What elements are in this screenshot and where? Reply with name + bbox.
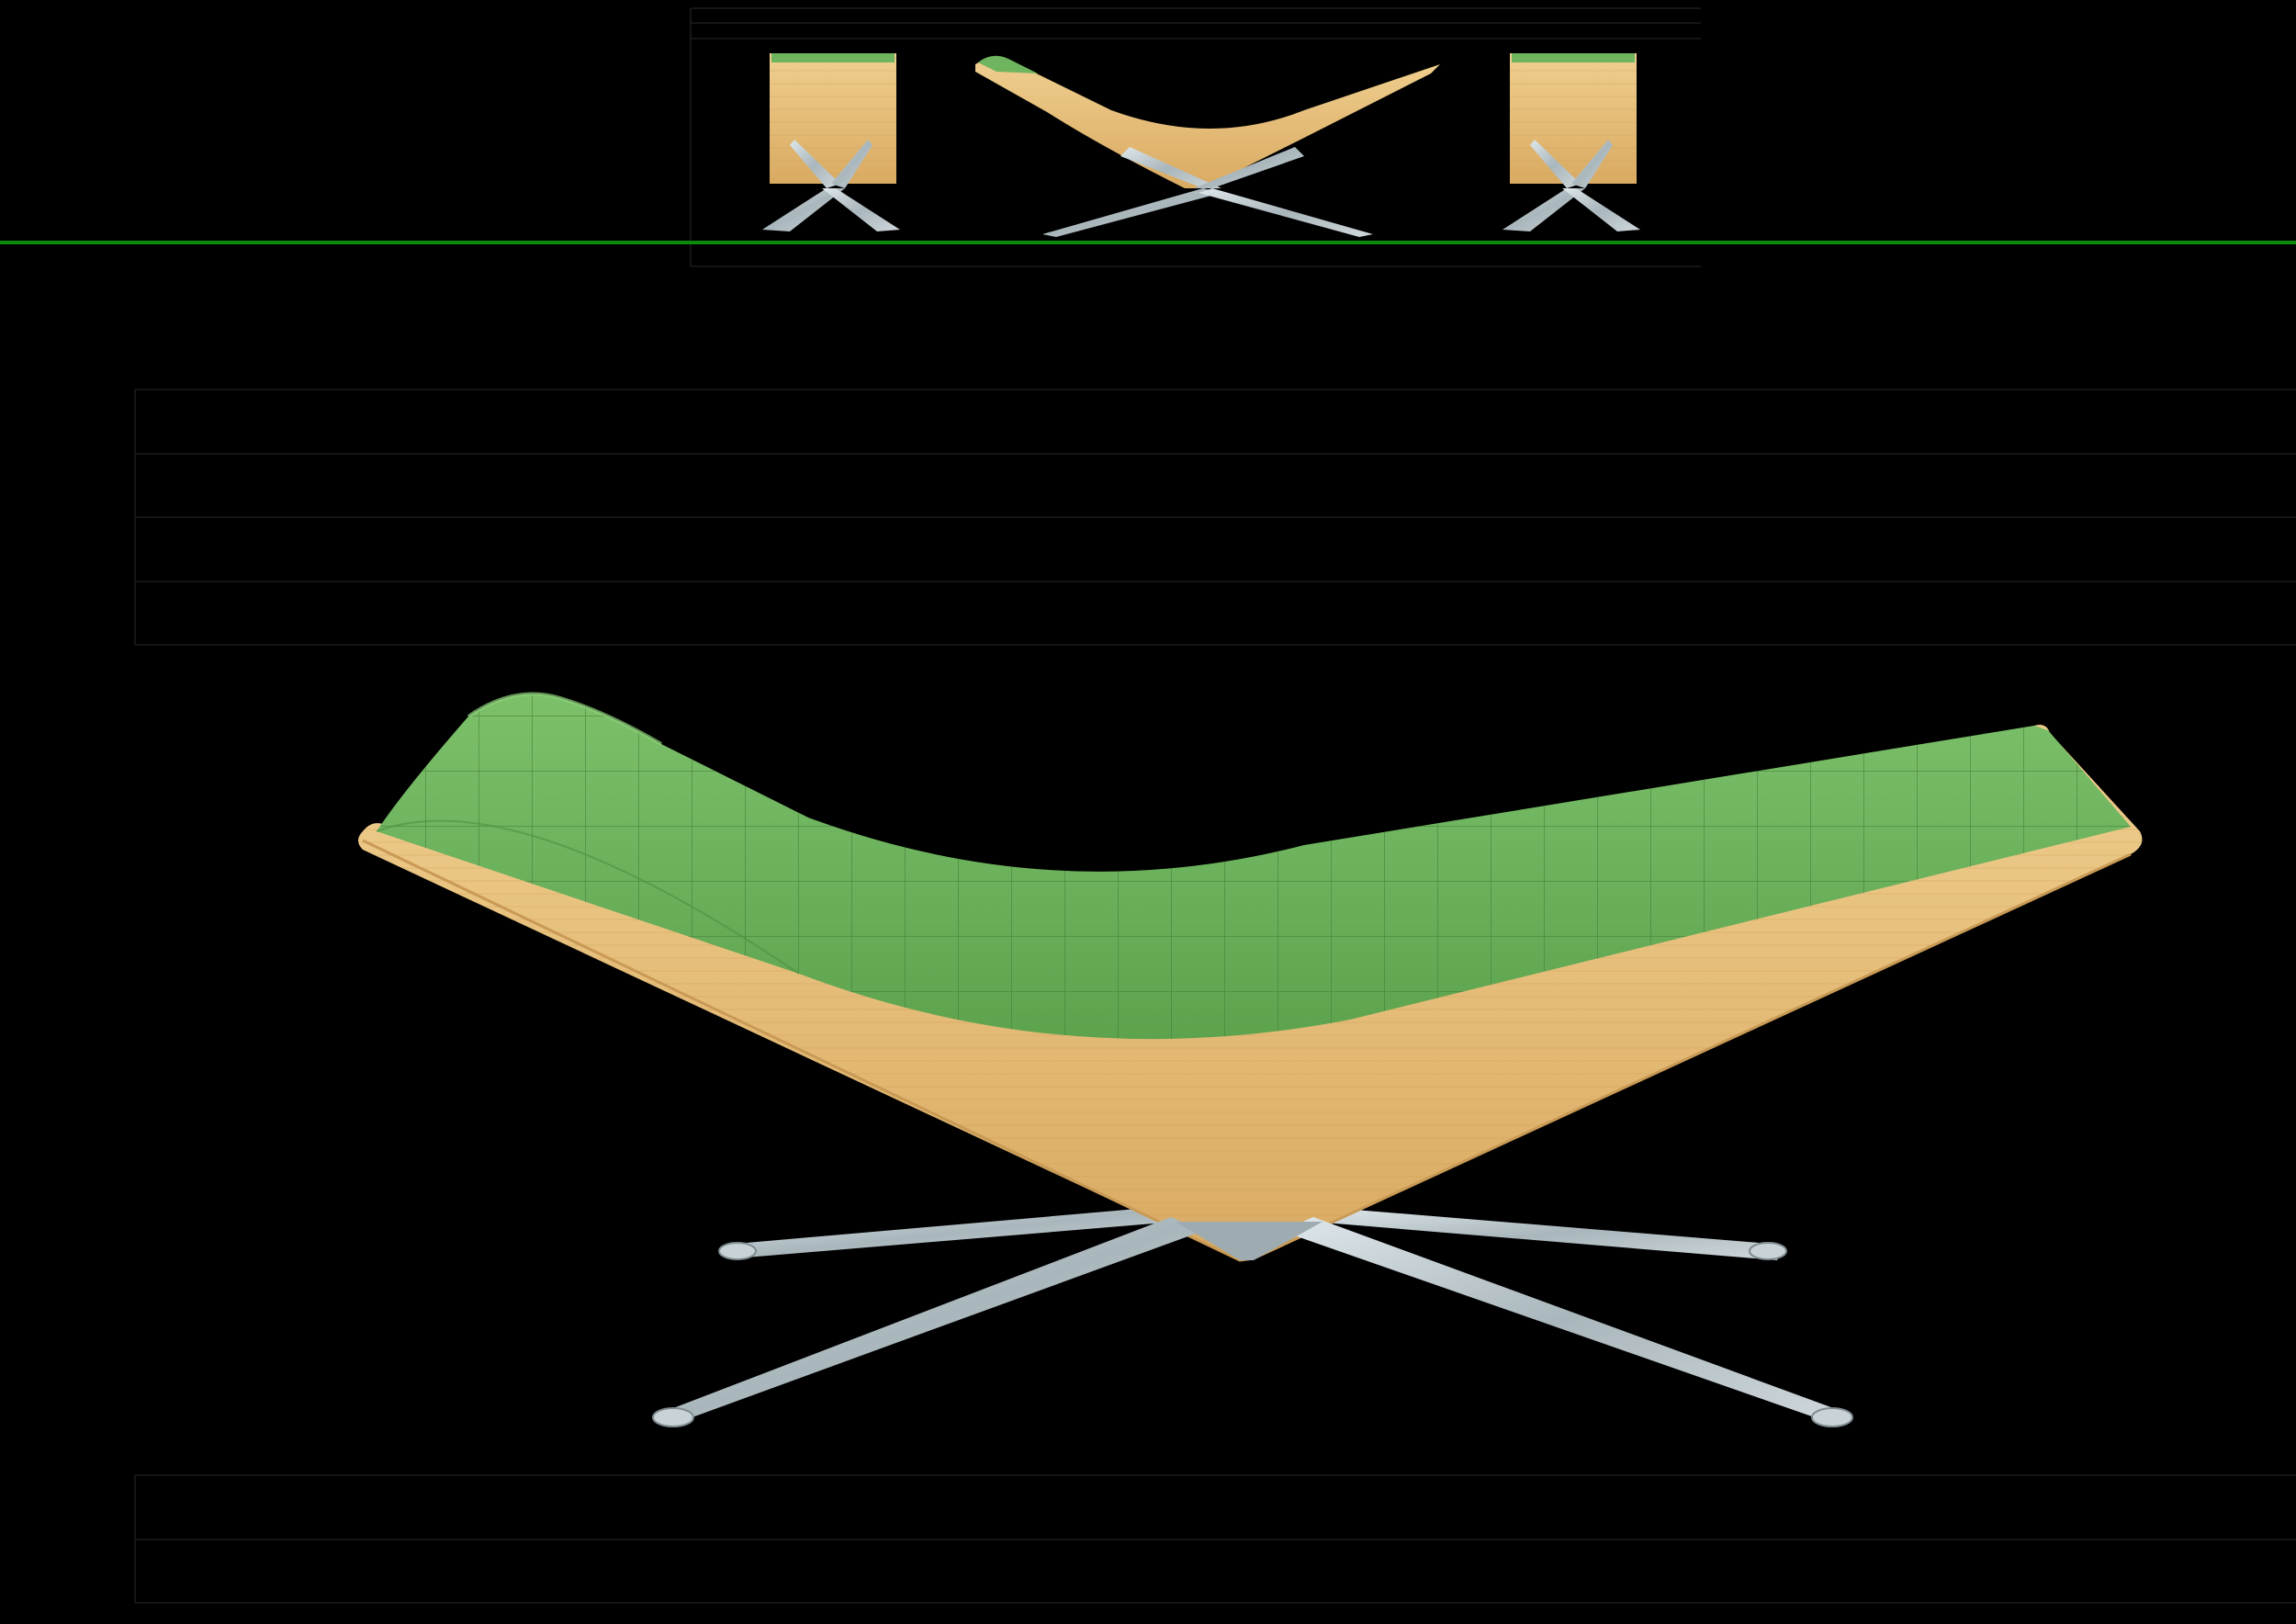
- base-leg-rear-right: [1313, 1208, 1782, 1260]
- side-view: [975, 55, 1440, 237]
- front-view: [762, 53, 900, 231]
- foot-front-left: [652, 1407, 694, 1427]
- foot-front-right: [1811, 1407, 1853, 1427]
- base-leg-rear-left: [726, 1208, 1176, 1258]
- base-leg-front-right: [1281, 1217, 1846, 1422]
- back-view: [1503, 53, 1640, 231]
- base-leg-front-left: [661, 1217, 1203, 1422]
- perspective-view: [358, 692, 2143, 1427]
- top-guide-lines: [690, 7, 1701, 267]
- main-guide-lines: [134, 389, 2296, 1604]
